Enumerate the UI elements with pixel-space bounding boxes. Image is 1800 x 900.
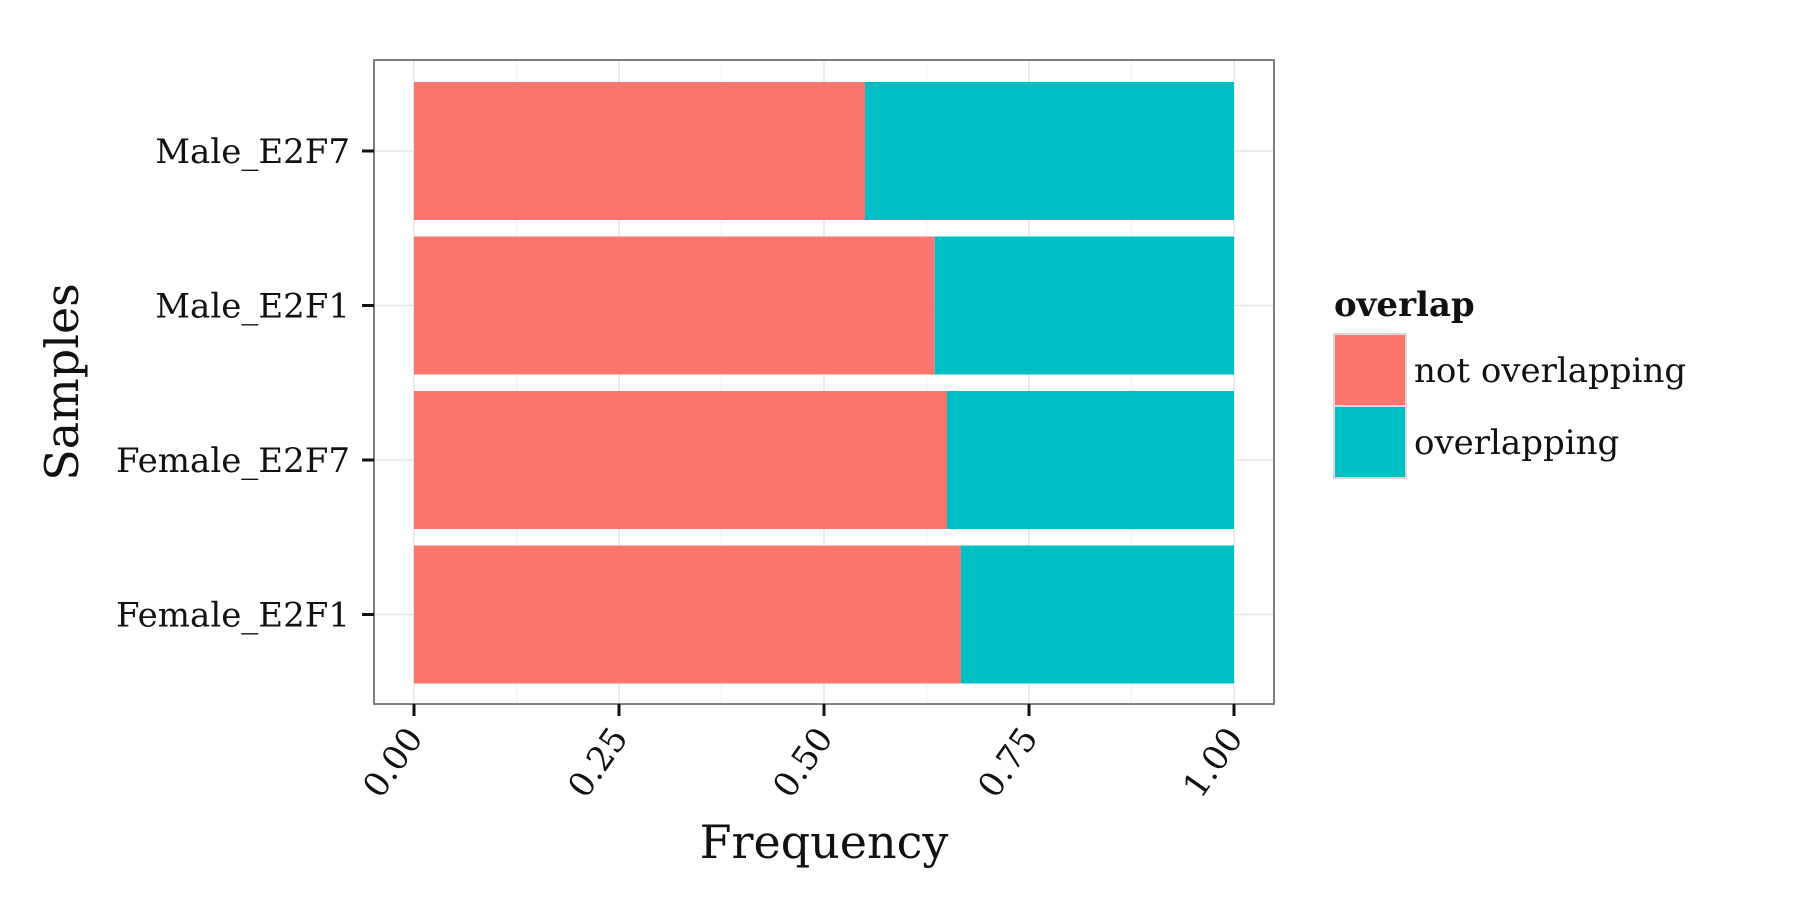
bar-overlapping-Male_E2F7 [865, 82, 1234, 220]
x-axis-title: Frequency [700, 815, 949, 869]
legend-key-not-overlapping [1333, 333, 1407, 407]
bar-not-overlapping-Male_E2F1 [414, 236, 935, 375]
legend-title: overlap [1334, 285, 1475, 325]
bar-overlapping-Male_E2F1 [934, 236, 1234, 375]
y-tick-label: Female_E2F7 [116, 441, 350, 481]
bars-layer [414, 82, 1234, 684]
x-tick-label: 0.50 [765, 720, 841, 805]
bar-not-overlapping-Male_E2F7 [414, 82, 865, 220]
x-tick-label: 0.25 [560, 720, 636, 805]
legend-key-overlapping [1333, 405, 1407, 479]
y-axis-title: Samples [35, 283, 89, 481]
x-tick-label: 0.00 [355, 720, 431, 805]
x-axis: 0.00 0.25 0.50 0.75 1.00 [355, 704, 1251, 805]
x-tick-label: 1.00 [1175, 720, 1251, 805]
x-tick-label: 0.75 [970, 720, 1046, 805]
y-axis: Male_E2F7 Male_E2F1 Female_E2F7 Female_E2F1 [116, 132, 374, 636]
bar-not-overlapping-Female_E2F7 [414, 391, 947, 529]
y-tick-label: Female_E2F1 [116, 596, 350, 636]
legend: overlap not overlapping overlapping [1333, 285, 1686, 479]
legend-label: not overlapping [1414, 351, 1686, 391]
bar-not-overlapping-Female_E2F1 [414, 545, 961, 684]
bar-overlapping-Female_E2F7 [947, 391, 1234, 529]
legend-items: not overlapping overlapping [1333, 333, 1686, 479]
legend-label: overlapping [1414, 423, 1619, 463]
bar-overlapping-Female_E2F1 [960, 545, 1234, 684]
y-tick-label: Male_E2F1 [155, 287, 350, 327]
y-tick-label: Male_E2F7 [155, 132, 350, 172]
